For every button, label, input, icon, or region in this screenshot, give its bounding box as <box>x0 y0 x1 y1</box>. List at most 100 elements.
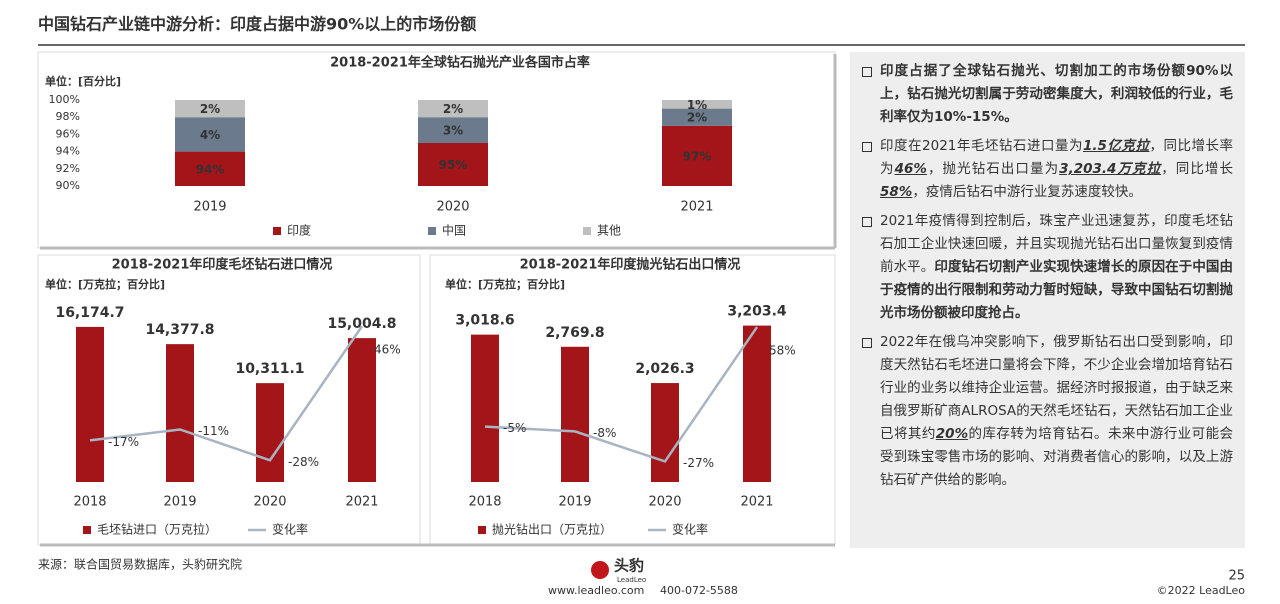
copyright: ©2022 LeadLeo <box>1157 584 1246 597</box>
bullet-text: 印度钻石切割产业实现快速增长的原因在于中国由于疫情的出行限制和劳动力暂时短缺，导… <box>880 259 1234 321</box>
bullet-text: 2022年在俄乌冲突影响下，俄罗斯钻石出口受到影响，印度天然钻石毛坯进口量将会下… <box>880 334 1233 442</box>
bullet: 2022年在俄乌冲突影响下，俄罗斯钻石出口受到影响，印度天然钻石毛坯进口量将会下… <box>860 331 1233 492</box>
x-tick-label: 2020 <box>648 495 681 510</box>
x-tick-label: 2019 <box>163 495 196 510</box>
line-value-label: -5% <box>503 421 526 435</box>
bar <box>166 344 194 482</box>
bar <box>662 100 732 109</box>
bullet-marker <box>862 217 872 227</box>
bullet-text: ，抛光钻石出口量为 <box>926 161 1060 177</box>
bullet-text: 印度占据了全球钻石抛光、切割加工的市场份额90%以上，钻石抛光切割属于劳动密集度… <box>880 63 1233 125</box>
bar <box>256 383 284 482</box>
bar <box>561 346 589 482</box>
bar-value-label: 3,018.6 <box>455 313 514 329</box>
line-value-label: 46% <box>374 343 401 357</box>
y-tick-label: 94% <box>56 145 80 158</box>
bullet-text: 20% <box>935 426 969 442</box>
line-value-label: -27% <box>683 456 714 470</box>
bar-value-label: 97% <box>683 149 712 163</box>
legend-label: 抛光钻出口（万克拉） <box>492 522 612 537</box>
bar <box>348 338 376 482</box>
x-tick-label: 2020 <box>436 200 469 215</box>
page-number: 25 <box>1228 569 1245 584</box>
legend-swatch <box>428 227 436 235</box>
bar <box>662 125 732 186</box>
bullet-text: ，同比增长率为 <box>880 138 1234 177</box>
bar <box>175 151 245 186</box>
line-value-label: -11% <box>198 424 229 438</box>
phone: 400-072-5588 <box>660 584 738 597</box>
page-title: 中国钻石产业链中游分析：印度占据中游90%以上的市场份额 <box>38 15 476 34</box>
bullet: 2021年疫情得到控制后，珠宝产业迅速复苏，印度毛坯钻石加工企业快速回暖，并且实… <box>860 210 1233 325</box>
bar-value-label: 94% <box>196 162 225 176</box>
bullet-text: 3,203.4万克拉 <box>1059 161 1162 177</box>
bar <box>471 334 499 482</box>
line-value-label: 58% <box>769 344 796 358</box>
chart-title: 2018-2021年印度毛坯钻石进口情况 <box>112 257 333 273</box>
logo: 头豹 <box>614 557 644 575</box>
bar <box>418 143 488 186</box>
x-tick-label: 2020 <box>253 495 286 510</box>
bar-value-label: 3% <box>443 124 463 138</box>
x-tick-label: 2019 <box>558 495 591 510</box>
x-tick-label: 2018 <box>468 495 501 510</box>
x-tick-label: 2021 <box>345 495 378 510</box>
chart-title: 2018-2021年全球钻石抛光产业各国市占率 <box>330 55 590 71</box>
bar-value-label: 95% <box>439 158 468 172</box>
bar-value-label: 10,311.1 <box>235 361 304 377</box>
bar <box>418 117 488 143</box>
legend-swatch <box>273 227 281 235</box>
bar <box>175 117 245 152</box>
change-line <box>89 325 364 462</box>
logo-icon <box>591 561 609 579</box>
line-value-label: -17% <box>108 435 139 449</box>
legend-swatch <box>583 227 591 235</box>
bullet: 印度占据了全球钻石抛光、切割加工的市场份额90%以上，钻石抛光切割属于劳动密集度… <box>860 60 1233 129</box>
y-tick-label: 100% <box>49 93 80 106</box>
bar-value-label: 2% <box>200 102 220 116</box>
bar <box>175 100 245 118</box>
legend-swatch <box>478 526 486 534</box>
bullet-marker <box>862 338 872 348</box>
y-tick-label: 90% <box>56 179 80 192</box>
line-value-label: -8% <box>593 426 616 440</box>
bullet-text: 的库存转为培育钻石。未来中游行业可能会受到珠宝零售市场的影响、对消费者信心的影响… <box>880 426 1234 488</box>
bar-value-label: 2,026.3 <box>635 361 694 377</box>
bar <box>418 100 488 118</box>
bar <box>662 108 732 126</box>
bar <box>743 325 771 482</box>
x-tick-label: 2021 <box>740 495 773 510</box>
bullet-text: 1.5亿克拉 <box>1083 138 1150 154</box>
bullet-marker <box>862 67 872 77</box>
website: www.leadleo.com <box>548 584 644 597</box>
y-tick-label: 96% <box>56 127 80 140</box>
bar-value-label: 4% <box>200 128 220 142</box>
y-tick-label: 92% <box>56 162 80 175</box>
bullet-marker <box>862 142 872 152</box>
bar-value-label: 15,004.8 <box>327 316 396 332</box>
legend-label: 变化率 <box>672 522 708 537</box>
legend-label: 变化率 <box>272 522 308 537</box>
bar <box>76 326 104 482</box>
legend-label: 其他 <box>597 224 621 238</box>
bar <box>651 383 679 482</box>
insight-panel: 印度占据了全球钻石抛光、切割加工的市场份额90%以上，钻石抛光切割属于劳动密集度… <box>850 52 1245 548</box>
unit-label: 单位：[百分比] <box>45 74 121 88</box>
line-value-label: -28% <box>288 455 319 469</box>
chart-title: 2018-2021年印度抛光钻石出口情况 <box>520 257 741 273</box>
legend-swatch <box>83 526 91 534</box>
bar-value-label: 2,769.8 <box>545 325 604 341</box>
logo-sub: LeadLeo <box>617 576 646 584</box>
y-tick-label: 98% <box>56 110 80 123</box>
bar-value-label: 2% <box>687 111 707 125</box>
x-tick-label: 2021 <box>680 200 713 215</box>
bar-value-label: 3,203.4 <box>727 304 787 320</box>
bullet-text: 58% <box>880 184 913 200</box>
bar-value-label: 2% <box>443 102 463 116</box>
bullet: 印度在2021年毛坯钻石进口量为1.5亿克拉，同比增长率为46%，抛光钻石出口量… <box>860 135 1233 204</box>
unit-label: 单位：[万克拉；百分比] <box>45 277 165 291</box>
bar-value-label: 14,377.8 <box>145 322 214 338</box>
bar-value-label: 1% <box>687 98 707 112</box>
